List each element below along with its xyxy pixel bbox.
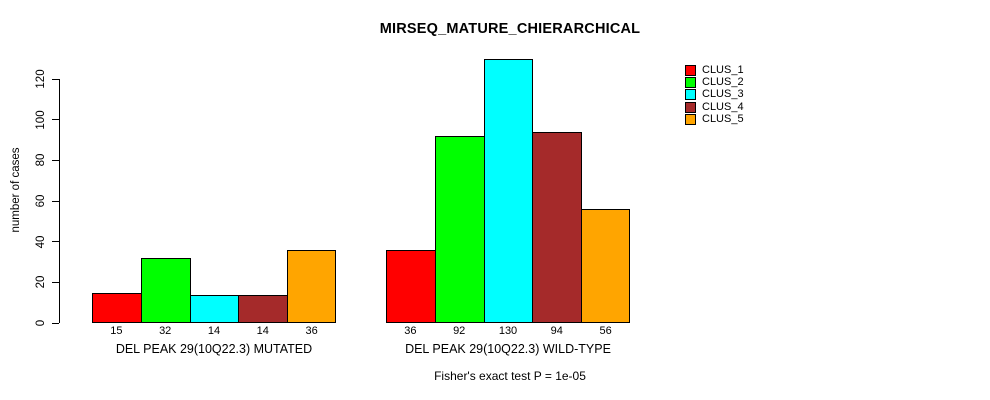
y-tick-label: 60	[35, 194, 47, 208]
legend-label: CLUS_3	[702, 88, 744, 101]
legend-label: CLUS_1	[702, 63, 744, 76]
y-axis-tick	[51, 322, 59, 324]
bar-value-label: 94	[550, 325, 563, 337]
y-axis-tick	[51, 281, 59, 283]
bar-value-label: 15	[110, 325, 123, 337]
bar-clus_1-group2	[386, 249, 436, 323]
clus_5-swatch-icon	[685, 114, 696, 126]
clus_4-swatch-icon	[685, 101, 696, 113]
chart-annotation: Fisher's exact test P = 1e-05	[434, 369, 586, 383]
y-tick-label: 100	[35, 110, 47, 130]
clus_3-swatch-icon	[685, 89, 696, 101]
bar-value-label: 36	[305, 325, 318, 337]
y-axis-tick	[51, 78, 59, 80]
y-tick-label: 20	[35, 275, 47, 289]
y-tick-label: 0	[35, 319, 47, 327]
legend-label: CLUS_4	[702, 100, 744, 113]
bar-value-label: 32	[159, 325, 172, 337]
y-tick-label: 120	[35, 69, 47, 89]
group-label: DEL PEAK 29(10Q22.3) WILD-TYPE	[405, 342, 611, 356]
bar-clus_5-group1	[287, 249, 336, 323]
legend-item: CLUS_2	[685, 76, 744, 88]
legend-label: CLUS_2	[702, 75, 744, 88]
legend-item: CLUS_4	[685, 101, 744, 113]
y-axis-tick	[51, 241, 59, 243]
bar-clus_5-group2	[581, 209, 630, 323]
bar-value-label: 14	[207, 325, 221, 337]
bar-clus_1-group1	[92, 292, 142, 323]
chart-title: MIRSEQ_MATURE_CHIERARCHICAL	[379, 21, 641, 37]
bar-clus_4-group1	[238, 294, 289, 323]
clus_2-swatch-icon	[685, 76, 696, 88]
y-axis-tick	[51, 200, 59, 202]
bar-clus_4-group2	[532, 131, 583, 323]
legend-item: CLUS_1	[685, 64, 744, 76]
clus_1-swatch-icon	[685, 64, 696, 76]
bar-value-label: 14	[256, 325, 269, 337]
y-axis-line	[58, 79, 60, 323]
bar-clus_2-group2	[434, 135, 485, 323]
bar-clus_2-group1	[140, 257, 191, 323]
bar-value-label: 130	[498, 325, 518, 337]
bar-clus_3-group1	[189, 294, 240, 323]
y-axis-label: number of cases	[10, 147, 22, 233]
bar-clus_3-group2	[483, 58, 534, 323]
legend-item: CLUS_3	[685, 89, 744, 101]
y-tick-label: 40	[35, 235, 47, 249]
legend-label: CLUS_5	[702, 113, 744, 126]
group-label: DEL PEAK 29(10Q22.3) MUTATED	[115, 342, 313, 356]
y-tick-label: 80	[35, 153, 47, 167]
y-axis-tick	[51, 159, 59, 161]
legend-item: CLUS_5	[685, 114, 744, 126]
bar-value-label: 56	[599, 325, 612, 337]
bar-value-label: 92	[453, 325, 466, 337]
bar-value-label: 36	[404, 325, 417, 337]
y-axis-tick	[51, 119, 59, 121]
